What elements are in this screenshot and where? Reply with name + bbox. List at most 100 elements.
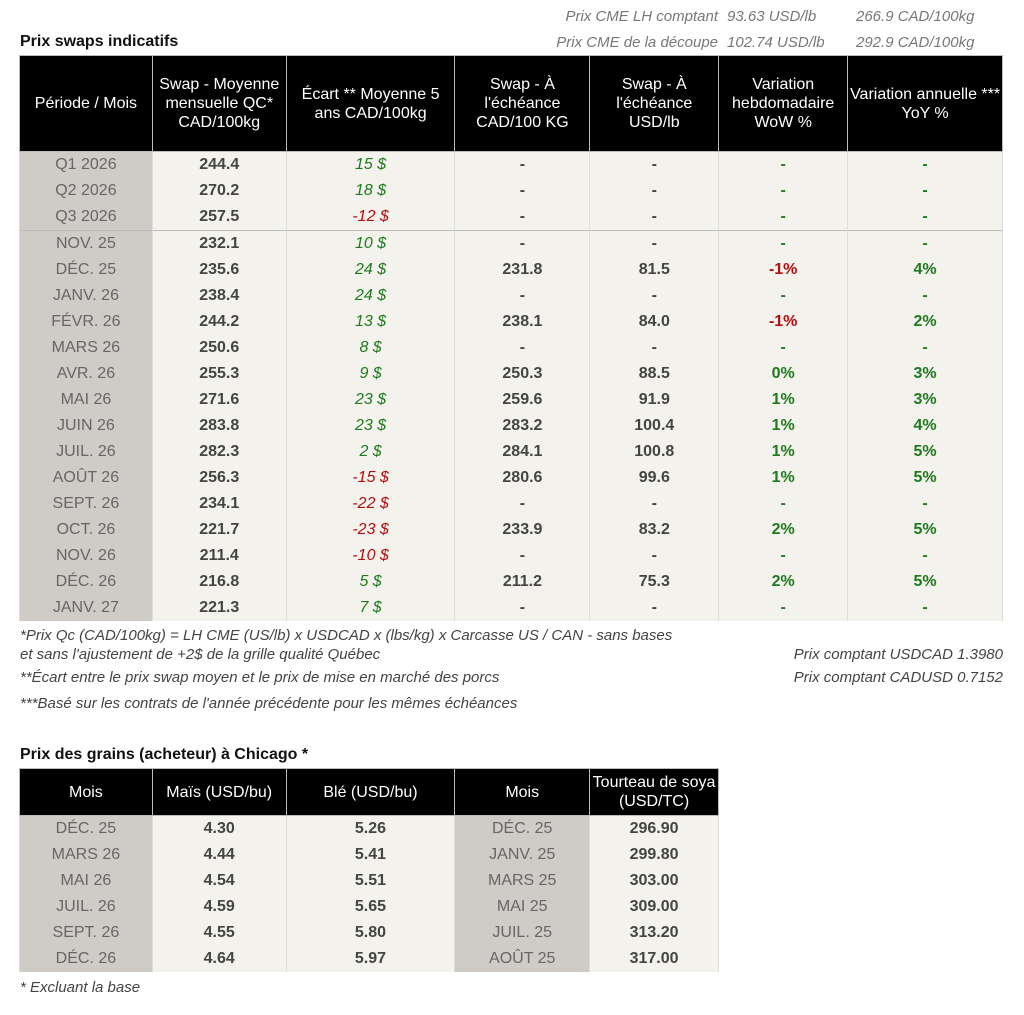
- swaps-cell-yoy: 4%: [847, 257, 1003, 283]
- swaps-row: Q2 2026 270.2 18 $ - - - -: [19, 178, 1003, 204]
- swaps-cell-avg: 256.3: [151, 465, 287, 491]
- swaps-cell-spread: 23 $: [285, 387, 456, 413]
- swaps-header-cad: Swap - À l'échéance CAD/100 KG: [454, 55, 591, 152]
- swaps-cell-usd: 81.5: [589, 257, 720, 283]
- swaps-cell-period: Q2 2026: [19, 178, 153, 204]
- swaps-cell-period: Q3 2026: [19, 204, 153, 231]
- swaps-cell-usd: 84.0: [589, 309, 720, 335]
- swaps-cell-cad: -: [454, 151, 591, 178]
- swaps-row: DÉC. 26 216.8 5 $211.2 75.3 2% 5%: [19, 569, 1003, 595]
- swaps-cell-avg: 270.2: [151, 178, 287, 204]
- grains-cell-month-2: AOÛT 25: [454, 946, 591, 972]
- swaps-cell-cad: 211.2: [454, 569, 591, 595]
- swaps-cell-cad: -: [454, 543, 591, 569]
- swaps-cell-avg: 221.3: [151, 595, 287, 621]
- swaps-cell-wow: -: [718, 335, 849, 361]
- swaps-row: JANV. 27 221.3 7 $ - - - -: [19, 595, 1003, 621]
- swaps-cell-yoy: 3%: [847, 361, 1003, 387]
- swaps-cell-avg: 255.3: [151, 361, 287, 387]
- swaps-row: JUIL. 26 282.3 2 $284.1 100.8 1% 5%: [19, 439, 1003, 465]
- grains-cell-month: DÉC. 25: [19, 815, 153, 842]
- swaps-cell-yoy: -: [847, 178, 1003, 204]
- swaps-cell-spread: 15 $: [285, 151, 456, 178]
- swaps-cell-period: Q1 2026: [19, 151, 153, 178]
- swaps-cell-avg: 238.4: [151, 283, 287, 309]
- swaps-cell-avg: 271.6: [151, 387, 287, 413]
- swaps-cell-cad: 284.1: [454, 439, 591, 465]
- swaps-cell-wow: -: [718, 151, 849, 178]
- swaps-cell-cad: -: [454, 230, 591, 257]
- swaps-row: JUIN 26 283.8 23 $283.2 100.4 1% 4%: [19, 413, 1003, 439]
- swaps-cell-spread: 24 $: [285, 257, 456, 283]
- swaps-cell-usd: 100.4: [589, 413, 720, 439]
- grains-row: DÉC. 25 4.30 5.26 DÉC. 25 296.90: [19, 815, 719, 842]
- swaps-cell-yoy: -: [847, 543, 1003, 569]
- swaps-row: OCT. 26 221.7 -23 $233.9 83.2 2% 5%: [19, 517, 1003, 543]
- swaps-cell-spread: 9 $: [285, 361, 456, 387]
- swaps-cell-avg: 283.8: [151, 413, 287, 439]
- grains-cell-corn: 4.64: [151, 946, 287, 972]
- grains-cell-corn: 4.54: [151, 868, 287, 894]
- swaps-row: MARS 26 250.6 8 $ - - - -: [19, 335, 1003, 361]
- swaps-cell-spread: 10 $: [285, 230, 456, 257]
- grains-cell-corn: 4.44: [151, 842, 287, 868]
- swaps-cell-avg: 244.4: [151, 151, 287, 178]
- note-annual: ***Basé sur les contrats de l'année préc…: [20, 695, 518, 712]
- grains-cell-corn: 4.59: [151, 894, 287, 920]
- grains-cell-wheat: 5.80: [285, 920, 456, 946]
- swaps-cell-wow: -: [718, 204, 849, 231]
- swaps-cell-wow: -: [718, 230, 849, 257]
- swaps-cell-yoy: -: [847, 204, 1003, 231]
- swaps-row: FÉVR. 26 244.2 13 $238.1 84.0 -1% 2%: [19, 309, 1003, 335]
- swaps-table: Période / Mois Swap - Moyenne mensuelle …: [19, 55, 1003, 621]
- swaps-cell-usd: 99.6: [589, 465, 720, 491]
- swaps-cell-period: DÉC. 26: [19, 569, 153, 595]
- swaps-cell-period: MAI 26: [19, 387, 153, 413]
- swaps-cell-avg: 235.6: [151, 257, 287, 283]
- cme-lh-usd: 93.63 USD/lb: [727, 8, 817, 25]
- swaps-cell-spread: -23 $: [285, 517, 456, 543]
- swaps-cell-usd: -: [589, 204, 720, 231]
- swaps-cell-usd: -: [589, 178, 720, 204]
- grains-cell-month-2: JANV. 25: [454, 842, 591, 868]
- swaps-row: JANV. 26 238.4 24 $ - - - -: [19, 283, 1003, 309]
- swaps-cell-yoy: 3%: [847, 387, 1003, 413]
- cme-cut-cad: 292.9 CAD/100kg: [856, 34, 975, 51]
- swaps-cell-wow: 1%: [718, 439, 849, 465]
- grains-cell-soymeal: 303.00: [589, 868, 719, 894]
- grains-header-soymeal: Tourteau de soya (USD/TC): [589, 768, 719, 816]
- swaps-cell-wow: -: [718, 491, 849, 517]
- grains-cell-wheat: 5.97: [285, 946, 456, 972]
- swaps-cell-spread: -10 $: [285, 543, 456, 569]
- swaps-row: NOV. 26 211.4 -10 $ - - - -: [19, 543, 1003, 569]
- swaps-cell-avg: 282.3: [151, 439, 287, 465]
- grains-header-row: Mois Maïs (USD/bu) Blé (USD/bu) Mois Tou…: [19, 768, 719, 816]
- swaps-cell-period: DÉC. 25: [19, 257, 153, 283]
- swaps-cell-yoy: -: [847, 491, 1003, 517]
- swaps-cell-spread: 8 $: [285, 335, 456, 361]
- swaps-cell-yoy: -: [847, 230, 1003, 257]
- swaps-cell-avg: 221.7: [151, 517, 287, 543]
- swaps-cell-wow: 1%: [718, 387, 849, 413]
- grains-row: MAI 26 4.54 5.51 MARS 25 303.00: [19, 868, 719, 894]
- swaps-cell-period: JANV. 26: [19, 283, 153, 309]
- swaps-cell-cad: 259.6: [454, 387, 591, 413]
- swaps-cell-wow: -: [718, 178, 849, 204]
- swaps-row: SEPT. 26 234.1 -22 $ - - - -: [19, 491, 1003, 517]
- swaps-cell-spread: 23 $: [285, 413, 456, 439]
- swaps-cell-usd: 83.2: [589, 517, 720, 543]
- swaps-cell-cad: -: [454, 204, 591, 231]
- swaps-cell-spread: -12 $: [285, 204, 456, 231]
- swaps-cell-period: NOV. 25: [19, 230, 153, 257]
- swaps-cell-period: OCT. 26: [19, 517, 153, 543]
- grains-cell-wheat: 5.41: [285, 842, 456, 868]
- swaps-row: AVR. 26 255.3 9 $250.3 88.5 0% 3%: [19, 361, 1003, 387]
- grains-header-month-2: Mois: [454, 768, 591, 816]
- grains-table: Mois Maïs (USD/bu) Blé (USD/bu) Mois Tou…: [19, 768, 719, 972]
- swaps-row: NOV. 25 232.1 10 $ - - - -: [19, 230, 1003, 257]
- swaps-cell-usd: 91.9: [589, 387, 720, 413]
- swaps-cell-period: NOV. 26: [19, 543, 153, 569]
- swaps-row: MAI 26 271.6 23 $259.6 91.9 1% 3%: [19, 387, 1003, 413]
- swaps-cell-period: JUIL. 26: [19, 439, 153, 465]
- swaps-cell-wow: -: [718, 283, 849, 309]
